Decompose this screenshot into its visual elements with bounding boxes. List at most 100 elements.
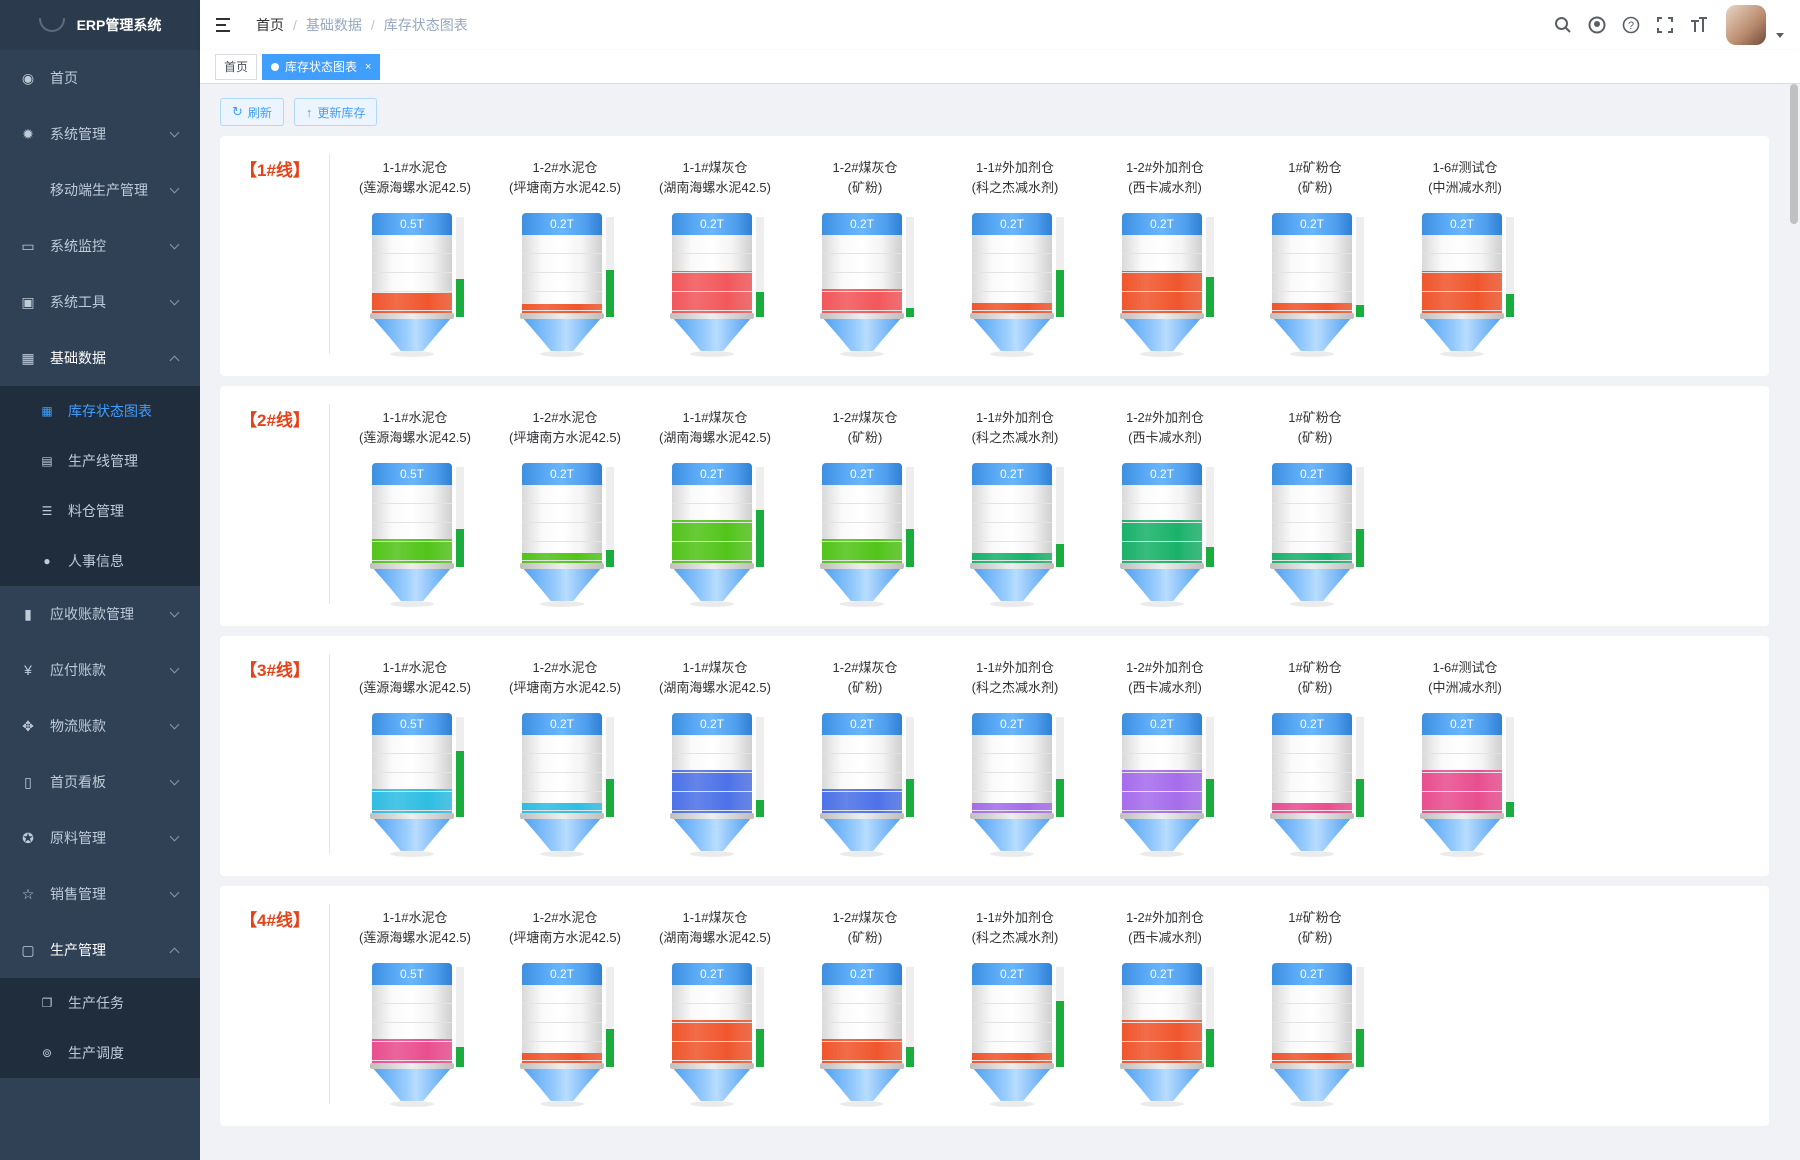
chevron-down-icon <box>169 775 180 786</box>
menu-item-tools[interactable]: ▣ 系统工具 <box>0 274 200 330</box>
silo[interactable]: 1-1#水泥仓 (莲源海螺水泥42.5) 0.5T <box>340 136 490 376</box>
silo[interactable]: 1-1#煤灰仓 (湖南海螺水泥42.5) 0.2T <box>640 386 790 626</box>
silo-tank: 0.2T <box>520 963 614 1107</box>
silo[interactable]: 1-2#外加剂仓 (西卡减水剂) 0.2T <box>1090 886 1240 1126</box>
tank-rim <box>820 313 904 319</box>
font-size-icon[interactable] <box>1682 0 1716 50</box>
silo-shadow <box>840 601 884 607</box>
gauge-track <box>606 467 614 567</box>
sub-item-silo-manage[interactable]: ☰ 料仓管理 <box>0 486 200 536</box>
silo[interactable]: 1-2#煤灰仓 (矿粉) 0.2T <box>790 386 940 626</box>
github-icon[interactable] <box>1580 0 1614 50</box>
tag-inventory-chart[interactable]: 库存状态图表 × <box>262 53 381 80</box>
silo-name: 1-1#外加剂仓 <box>975 660 1055 675</box>
tag-home[interactable]: 首页 <box>215 53 258 80</box>
menu-item-receivables[interactable]: ▮ 应收账款管理 <box>0 586 200 642</box>
menu-item-sales[interactable]: ☆ 销售管理 <box>0 866 200 922</box>
menu-item-system[interactable]: ✹ 系统管理 <box>0 106 200 162</box>
silo[interactable]: 1-2#外加剂仓 (西卡减水剂) 0.2T <box>1090 386 1240 626</box>
silo-shadow <box>990 351 1034 357</box>
tank-rim <box>520 563 604 569</box>
caret-down-icon[interactable] <box>1776 32 1784 38</box>
menu-item-dashboard-board[interactable]: ▯ 首页看板 <box>0 754 200 810</box>
silo-material: (莲源海螺水泥42.5) <box>359 180 471 195</box>
avatar[interactable] <box>1726 5 1766 45</box>
silo[interactable]: 1#矿粉仓 (矿粉) 0.2T <box>1240 136 1390 376</box>
silo[interactable]: 1-1#外加剂仓 (科之杰减水剂) 0.2T <box>940 636 1090 876</box>
silo[interactable]: 1-2#外加剂仓 (西卡减水剂) 0.2T <box>1090 136 1240 376</box>
close-icon[interactable]: × <box>365 60 372 73</box>
refresh-button[interactable]: ↻ 刷新 <box>220 98 284 126</box>
search-icon[interactable] <box>1546 0 1580 50</box>
capacity-label: 0.5T <box>372 963 452 985</box>
silo-label: 1-1#外加剂仓 (科之杰减水剂) <box>940 158 1090 198</box>
capacity-label: 0.2T <box>1272 713 1352 735</box>
sub-item-label: 生产任务 <box>68 995 124 1011</box>
silo-cone <box>972 317 1052 351</box>
menu-item-materials[interactable]: ✪ 原料管理 <box>0 810 200 866</box>
submenu-basic-data: ▦ 库存状态图表 ▤ 生产线管理 ☰ 料仓管理 ● 人事信息 <box>0 386 200 586</box>
fullscreen-icon[interactable] <box>1648 0 1682 50</box>
silo-label: 1-2#煤灰仓 (矿粉) <box>790 658 940 698</box>
update-inventory-button[interactable]: ↑ 更新库存 <box>293 98 378 126</box>
sub-item-production-line[interactable]: ▤ 生产线管理 <box>0 436 200 486</box>
silo[interactable]: 1-1#外加剂仓 (科之杰减水剂) 0.2T <box>940 886 1090 1126</box>
silo-cone <box>672 1067 752 1101</box>
fill-level <box>822 789 902 815</box>
silo[interactable]: 1-2#煤灰仓 (矿粉) 0.2T <box>790 136 940 376</box>
menu-item-home[interactable]: ◉ 首页 <box>0 50 200 106</box>
scrollbar[interactable] <box>1790 84 1798 224</box>
silo[interactable]: 1-1#水泥仓 (莲源海螺水泥42.5) 0.5T <box>340 386 490 626</box>
silo[interactable]: 1-2#外加剂仓 (西卡减水剂) 0.2T <box>1090 636 1240 876</box>
fill-level <box>822 289 902 315</box>
silo-shadow <box>1290 1101 1334 1107</box>
menu-item-monitor[interactable]: ▭ 系统监控 <box>0 218 200 274</box>
sub-item-personnel[interactable]: ● 人事信息 <box>0 536 200 586</box>
breadcrumb-home[interactable]: 首页 <box>256 17 284 33</box>
silo[interactable]: 1-2#水泥仓 (坪塘南方水泥42.5) 0.2T <box>490 636 640 876</box>
fill-level <box>1122 520 1202 565</box>
sub-item-label: 料仓管理 <box>68 503 124 519</box>
tank-body: 0.2T <box>972 463 1052 565</box>
silo[interactable]: 1-2#水泥仓 (坪塘南方水泥42.5) 0.2T <box>490 886 640 1126</box>
silo[interactable]: 1#矿粉仓 (矿粉) 0.2T <box>1240 636 1390 876</box>
silo[interactable]: 1-1#外加剂仓 (科之杰减水剂) 0.2T <box>940 386 1090 626</box>
menu-item-production[interactable]: ▢ 生产管理 <box>0 922 200 978</box>
capacity-label: 0.2T <box>972 463 1052 485</box>
silo-tank: 0.2T <box>670 713 764 857</box>
silo[interactable]: 1-1#煤灰仓 (湖南海螺水泥42.5) 0.2T <box>640 136 790 376</box>
silo[interactable]: 1-1#外加剂仓 (科之杰减水剂) 0.2T <box>940 136 1090 376</box>
silo-shadow <box>840 851 884 857</box>
hamburger-icon[interactable] <box>216 18 234 32</box>
silo[interactable]: 1-1#煤灰仓 (湖南海螺水泥42.5) 0.2T <box>640 636 790 876</box>
fill-level <box>1122 1020 1202 1065</box>
silo[interactable]: 1#矿粉仓 (矿粉) 0.2T <box>1240 386 1390 626</box>
tank-body: 0.2T <box>672 463 752 565</box>
question-icon[interactable]: ? <box>1614 0 1648 50</box>
menu-item-logistics[interactable]: ✥ 物流账款 <box>0 698 200 754</box>
silo[interactable]: 1-6#测试仓 (中洲减水剂) 0.2T <box>1390 636 1540 876</box>
menu-item-payables[interactable]: ¥ 应付账款 <box>0 642 200 698</box>
silo-label: 1-1#煤灰仓 (湖南海螺水泥42.5) <box>640 658 790 698</box>
tank-rim <box>670 1063 754 1069</box>
silo[interactable]: 1-2#水泥仓 (坪塘南方水泥42.5) 0.2T <box>490 386 640 626</box>
menu-item-mobile-production[interactable]: 移动端生产管理 <box>0 162 200 218</box>
silo[interactable]: 1-2#水泥仓 (坪塘南方水泥42.5) 0.2T <box>490 136 640 376</box>
line-title: 【4#线】 <box>240 911 310 930</box>
silo[interactable]: 1-1#水泥仓 (莲源海螺水泥42.5) 0.5T <box>340 886 490 1126</box>
silo-cone <box>972 1067 1052 1101</box>
silo[interactable]: 1-1#水泥仓 (莲源海螺水泥42.5) 0.5T <box>340 636 490 876</box>
logo[interactable]: ERP管理系统 <box>0 0 200 50</box>
sub-item-production-dispatch[interactable]: ⊚ 生产调度 <box>0 1028 200 1078</box>
silo-shadow <box>990 851 1034 857</box>
silo[interactable]: 1#矿粉仓 (矿粉) 0.2T <box>1240 886 1390 1126</box>
silo[interactable]: 1-2#煤灰仓 (矿粉) 0.2T <box>790 636 940 876</box>
sub-item-inventory-chart[interactable]: ▦ 库存状态图表 <box>0 386 200 436</box>
menu-item-basic-data[interactable]: ▦ 基础数据 <box>0 330 200 386</box>
sub-item-production-task[interactable]: ❐ 生产任务 <box>0 978 200 1028</box>
fill-level <box>672 271 752 315</box>
chevron-down-icon <box>169 887 180 898</box>
silo[interactable]: 1-1#煤灰仓 (湖南海螺水泥42.5) 0.2T <box>640 886 790 1126</box>
silo[interactable]: 1-6#测试仓 (中洲减水剂) 0.2T <box>1390 136 1540 376</box>
silo[interactable]: 1-2#煤灰仓 (矿粉) 0.2T <box>790 886 940 1126</box>
